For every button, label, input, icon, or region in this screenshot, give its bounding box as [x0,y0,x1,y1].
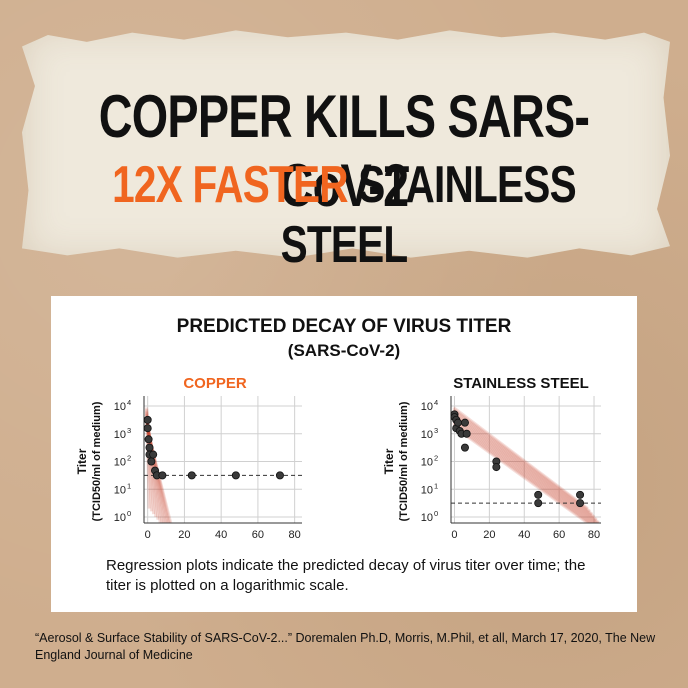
x-tick-label: 0 [451,529,457,541]
x-tick-label: 60 [252,529,264,541]
regression-line [452,412,598,521]
x-tick-label: 80 [289,529,301,541]
headline-accent: 12X FASTER [112,156,348,214]
y-axis-sublabel: (TCID50/ml of medium) [91,401,103,521]
y-tick-label: 10 [421,429,433,441]
y-tick-exponent: 4 [127,398,131,407]
y-tick-exponent: 0 [434,509,438,518]
y-tick-label: 10 [421,512,433,524]
chart-title: COPPER [183,375,247,392]
x-tick-label: 40 [215,529,227,541]
regression-line [452,406,589,510]
y-tick-label: 10 [114,401,126,413]
y-tick-exponent: 2 [434,454,438,463]
data-point [460,418,469,427]
headline-rest: STAINLESS STEEL [280,156,577,274]
chart-title: STAINLESS STEEL [453,375,589,392]
headline-line1: COPPER KILLS SARS-CoV-2 [98,83,590,219]
x-tick-label: 20 [178,529,190,541]
y-tick-exponent: 0 [127,509,131,518]
x-tick-label: 0 [145,529,151,541]
regression-line [452,420,596,523]
regression-line [452,425,591,523]
card-caption: Regression plots indicate the predicted … [106,557,586,594]
regression-line [452,415,601,523]
regression-line [452,419,598,523]
regression-line [452,407,591,513]
y-tick-label: 10 [421,484,433,496]
y-tick-exponent: 3 [127,426,131,435]
regression-line [452,411,596,519]
card-subtitle: (SARS-CoV-2) [287,341,401,360]
regression-line [452,417,599,523]
data-point [453,418,462,427]
y-axis-label: Titer [75,448,89,474]
torn-paper-background [22,30,670,258]
data-point [149,450,158,459]
data-point [158,471,167,480]
data-point [144,435,153,444]
data-point [143,424,152,433]
data-point [275,471,284,480]
data-point [534,490,543,499]
headline-line2: 12X FASTER STAINLESS STEEL [76,155,613,275]
data-point [534,499,543,508]
x-tick-label: 60 [553,529,565,541]
y-tick-label: 10 [421,401,433,413]
y-tick-label: 10 [114,429,126,441]
citation: “Aerosol & Surface Stability of SARS-CoV… [35,631,656,662]
data-point [462,429,471,438]
y-tick-label: 10 [114,512,126,524]
y-tick-exponent: 4 [434,398,438,407]
card-title: PREDICTED DECAY OF VIRUS TITER [176,316,512,337]
y-tick-label: 10 [421,457,433,469]
y-tick-label: 10 [114,457,126,469]
y-tick-exponent: 1 [434,481,438,490]
data-point [145,443,154,452]
data-point [143,415,152,424]
y-tick-exponent: 3 [434,426,438,435]
x-tick-label: 40 [518,529,530,541]
y-axis-sublabel: (TCID50/ml of medium) [398,401,410,521]
regression-line [452,409,594,516]
regression-line [452,414,600,523]
data-point [187,471,196,480]
x-tick-label: 20 [483,529,495,541]
regression-band [452,406,601,523]
data-point [231,471,240,480]
regression-line [452,422,594,523]
y-axis-label: Titer [382,448,396,474]
regression-line [452,423,592,523]
data-point [460,443,469,452]
chart-card: PREDICTED DECAY OF VIRUS TITER (SARS-CoV… [51,296,637,612]
data-point [492,463,501,472]
data-point [576,490,585,499]
y-tick-exponent: 2 [127,454,131,463]
y-tick-exponent: 1 [127,481,131,490]
y-tick-label: 10 [114,484,126,496]
x-tick-label: 80 [588,529,600,541]
data-point [147,457,156,466]
data-point [576,499,585,508]
